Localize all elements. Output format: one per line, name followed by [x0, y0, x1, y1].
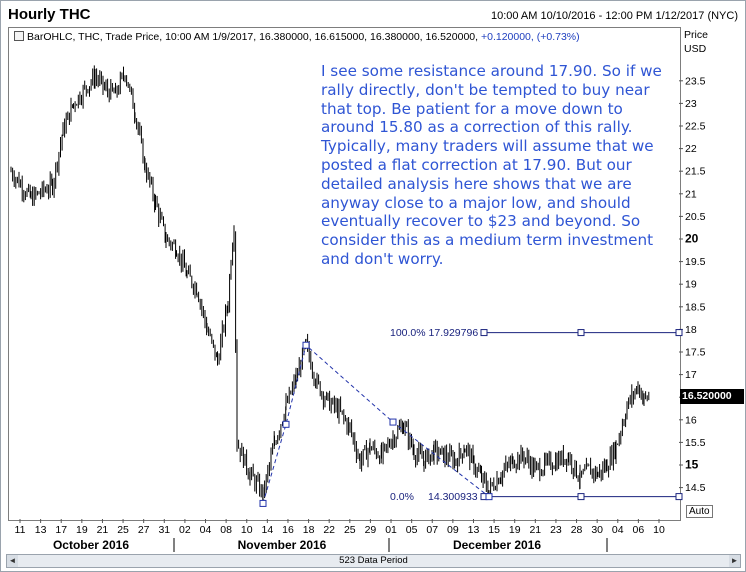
x-tick-label: 08 — [220, 524, 232, 536]
y-tick-label: 19.5 — [685, 256, 706, 268]
x-month-label: December 2016 — [453, 538, 541, 552]
x-tick-label: 19 — [509, 524, 521, 536]
x-tick-label: 10 — [241, 524, 253, 536]
auto-scale-button[interactable]: Auto — [686, 505, 713, 518]
y-tick-label: 22.5 — [685, 121, 706, 133]
x-tick-label: 25 — [344, 524, 356, 536]
fib-handle — [577, 329, 585, 337]
x-tick-label: 21 — [97, 524, 109, 536]
scroll-right-arrow-icon[interactable]: ► — [729, 555, 740, 567]
y-tick-label: 16 — [685, 414, 697, 426]
x-tick-label: 18 — [303, 524, 315, 536]
fib-handle — [480, 329, 488, 337]
fib-label-100: 100.0% 17.929796 — [390, 327, 478, 339]
x-tick-label: 13 — [468, 524, 480, 536]
chart-title: Hourly THC — [8, 6, 91, 23]
x-month-label: October 2016 — [53, 538, 129, 552]
x-tick-label: 30 — [591, 524, 603, 536]
x-tick-label: 17 — [55, 524, 67, 536]
x-tick-label: 04 — [612, 524, 624, 536]
price-axis-title: Price — [684, 29, 708, 41]
y-tick-label: 23.5 — [685, 75, 706, 87]
y-tick-label: 22 — [685, 143, 697, 155]
x-tick-label: 21 — [529, 524, 541, 536]
x-tick-label: 16 — [282, 524, 294, 536]
fib-label-0: 0.0% — [390, 491, 414, 503]
fib-handle — [675, 329, 683, 337]
x-tick-label: 27 — [138, 524, 150, 536]
y-tick-label: 23 — [685, 98, 697, 110]
y-tick-label: 20 — [685, 232, 699, 246]
x-tick-label: 29 — [365, 524, 377, 536]
bar-info-line: BarOHLC, THC, Trade Price, 10:00 AM 1/9/… — [14, 31, 580, 43]
y-tick-label: 18.5 — [685, 301, 706, 313]
x-tick-label: 01 — [385, 524, 397, 536]
series-legend-icon — [14, 31, 24, 41]
x-tick-label: 06 — [633, 524, 645, 536]
bar-info-text: BarOHLC, THC, Trade Price, 10:00 AM 1/9/… — [27, 31, 481, 43]
x-tick-label: 22 — [323, 524, 335, 536]
y-tick-label: 15 — [685, 458, 699, 472]
x-month-label: November 2016 — [238, 538, 327, 552]
y-tick-label: 19 — [685, 279, 697, 291]
annotation-paragraph-2: Typically, many traders will assume that… — [321, 137, 654, 268]
y-tick-label: 17 — [685, 369, 697, 381]
wave-line — [262, 344, 490, 504]
x-tick-label: 05 — [406, 524, 418, 536]
x-tick-label: 28 — [571, 524, 583, 536]
wave-handle — [302, 341, 310, 349]
y-tick-label: 21 — [685, 188, 697, 200]
wave-handle — [389, 418, 397, 426]
x-tick-label: 13 — [35, 524, 47, 536]
fib-handle — [577, 493, 585, 501]
wave-handle — [485, 493, 493, 501]
last-price-label: 16.520000 — [680, 389, 744, 404]
bar-info-change: +0.120000, (+0.73%) — [480, 31, 580, 43]
x-tick-label: 11 — [15, 524, 26, 536]
x-tick-label: 23 — [550, 524, 562, 536]
x-tick-label: 07 — [426, 524, 438, 536]
y-tick-label: 14.5 — [685, 482, 706, 494]
x-tick-label: 25 — [117, 524, 129, 536]
x-tick-label: 19 — [76, 524, 88, 536]
date-range: 10:00 AM 10/10/2016 - 12:00 PM 1/12/2017… — [490, 10, 738, 22]
y-tick-label: 20.5 — [685, 211, 706, 223]
price-axis-header: Price USD — [684, 28, 708, 56]
y-tick-label: 17.5 — [685, 347, 706, 359]
analysis-annotation: I see some resistance around 17.90. So i… — [321, 62, 671, 269]
y-tick-label: 21.5 — [685, 166, 706, 178]
x-tick-label: 31 — [158, 524, 170, 536]
price-axis-unit: USD — [684, 43, 707, 55]
plot-area[interactable] — [8, 27, 681, 521]
x-tick-label: 04 — [200, 524, 212, 536]
ohlc-bars — [10, 65, 650, 506]
x-tick-label: 14 — [262, 524, 274, 536]
x-tick-label: 09 — [447, 524, 459, 536]
y-tick-label: 18 — [685, 324, 697, 336]
wave-handle — [259, 499, 267, 507]
annotation-paragraph-1: I see some resistance around 17.90. So i… — [321, 62, 662, 137]
time-scrollbar[interactable]: ◄ 523 Data Period ► — [6, 554, 741, 568]
x-tick-label: 10 — [653, 524, 665, 536]
fib-value-0: 14.300933 — [428, 491, 478, 503]
scroll-left-arrow-icon[interactable]: ◄ — [7, 555, 18, 567]
data-period-label: 523 Data Period — [339, 555, 408, 566]
x-tick-label: 15 — [488, 524, 500, 536]
y-tick-label: 15.5 — [685, 437, 706, 449]
x-tick-label: 02 — [179, 524, 191, 536]
fib-handle — [675, 493, 683, 501]
wave-handle — [282, 420, 290, 428]
